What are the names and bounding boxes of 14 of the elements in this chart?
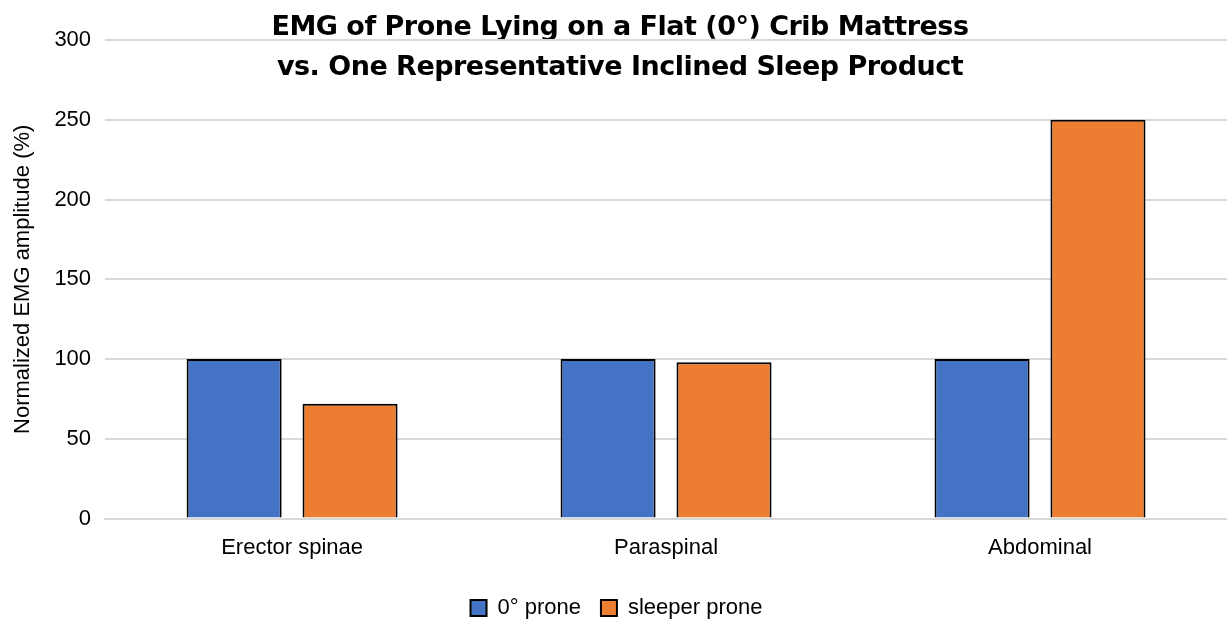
x-tick-label: Abdominal — [988, 533, 1092, 559]
y-tick-label: 0 — [78, 504, 92, 530]
y-axis-title: Normalized EMG amplitude (%) — [9, 124, 35, 434]
x-tick-label: Paraspinal — [614, 533, 719, 559]
y-tick-label: 250 — [54, 105, 92, 131]
chart-title: EMG of Prone Lying on a Flat (0°) Crib Mattress vs. One Representative Inclined Sleep Product — [270, 9, 970, 83]
y-tick-label: 200 — [54, 185, 92, 211]
legend-label: sleeper prone — [627, 594, 763, 620]
y-tick-label: 50 — [66, 424, 92, 450]
legend-label: 0° prone — [497, 594, 581, 620]
y-tick-label: 100 — [54, 345, 92, 371]
x-tick-label: Erector spinae — [221, 533, 364, 559]
y-tick-label: 150 — [54, 265, 92, 291]
y-tick-label: 300 — [54, 26, 92, 52]
